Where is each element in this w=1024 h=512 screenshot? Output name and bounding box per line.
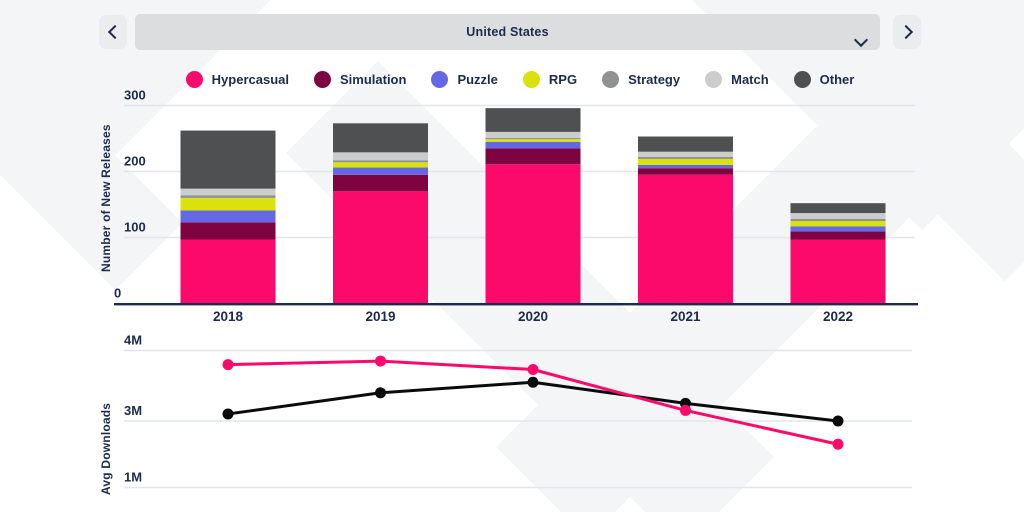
- legend-item-label: Hypercasual: [211, 72, 289, 87]
- bar-2020-puzzle[interactable]: [485, 141, 581, 149]
- legend-item-label: Simulation: [339, 72, 407, 87]
- bar-2021-hypercasual[interactable]: [638, 174, 733, 304]
- legend-item-label: Strategy: [628, 72, 681, 87]
- data-point-hypercasual[interactable]: [222, 359, 234, 371]
- chevron-down-icon: [853, 32, 869, 50]
- chart-legend: Hypercasual Simulation Puzzle RPG Strategy Ma…: [120, 71, 920, 88]
- bar-2020-other[interactable]: [485, 108, 581, 132]
- x-axis-line: [114, 303, 918, 306]
- bar-2021-simulation[interactable]: [638, 168, 733, 175]
- data-point[interactable]: [375, 387, 386, 399]
- legend-item-other[interactable]: Other: [793, 71, 855, 88]
- bar-2019-strategy[interactable]: [333, 160, 428, 163]
- bar-2020-strategy[interactable]: [485, 137, 581, 140]
- bar-2018-simulation[interactable]: [180, 222, 276, 240]
- data-point-hypercasual[interactable]: [832, 438, 844, 450]
- x-tick-label: 2021: [670, 309, 701, 324]
- region-dropdown-value: United States: [466, 25, 549, 39]
- bar-2020-rpg[interactable]: [485, 139, 581, 142]
- bar-2019-match[interactable]: [333, 152, 428, 161]
- bar-2020-match[interactable]: [485, 131, 581, 138]
- legend-color-dot: [431, 71, 449, 88]
- bar-2022-puzzle[interactable]: [790, 226, 886, 232]
- releases-y-axis-label: Number of New Releases: [99, 124, 113, 272]
- line-series: [227, 380, 839, 423]
- bar-2021-strategy[interactable]: [638, 156, 733, 159]
- bar-2021-other[interactable]: [638, 136, 733, 152]
- releases-y-tick-label: 300: [124, 88, 146, 103]
- bar-2020-simulation[interactable]: [485, 148, 581, 165]
- bar-2021-match[interactable]: [638, 151, 733, 157]
- data-point-hypercasual[interactable]: [375, 355, 386, 367]
- legend-item-strategy[interactable]: Strategy: [602, 71, 680, 88]
- bar-2018-strategy[interactable]: [180, 195, 276, 198]
- x-tick-label: 2018: [213, 309, 244, 324]
- bar-2018-rpg[interactable]: [180, 197, 276, 211]
- data-point-hypercasual[interactable]: [680, 404, 691, 416]
- downloads-y-axis-label: Avg Downloads: [99, 402, 113, 496]
- bar-2020-hypercasual[interactable]: [485, 164, 581, 304]
- legend-color-dot: [313, 71, 331, 88]
- legend-item-label: Match: [731, 72, 769, 87]
- chevron-left-icon: [107, 24, 122, 40]
- data-point-hypercasual[interactable]: [527, 364, 539, 376]
- legend-item-label: Puzzle: [457, 72, 498, 87]
- x-tick-label: 2020: [518, 309, 548, 324]
- downloads-y-tick-label: 4M: [124, 333, 142, 348]
- legend-color-dot: [793, 71, 811, 88]
- legend-item-rpg[interactable]: RPG: [522, 71, 578, 88]
- releases-y-tick-label: 200: [124, 154, 146, 169]
- chevron-right-icon: [898, 24, 913, 40]
- releases-y-tick-label: 100: [124, 220, 146, 235]
- bar-2019-simulation[interactable]: [333, 174, 428, 192]
- bar-2022-simulation[interactable]: [790, 231, 886, 240]
- next-region-button[interactable]: [893, 15, 921, 49]
- data-point[interactable]: [832, 415, 844, 427]
- x-tick-label: 2019: [365, 309, 395, 324]
- legend-color-dot: [522, 71, 540, 88]
- data-point[interactable]: [527, 376, 539, 388]
- data-point[interactable]: [222, 408, 234, 420]
- bar-2019-hypercasual[interactable]: [333, 191, 428, 304]
- bar-2018-hypercasual[interactable]: [180, 239, 276, 304]
- legend-color-dot: [705, 71, 723, 88]
- bar-2019-puzzle[interactable]: [333, 167, 428, 175]
- bar-2018-match[interactable]: [180, 188, 276, 196]
- bar-2021-rpg[interactable]: [638, 158, 733, 165]
- bar-2019-rpg[interactable]: [333, 162, 428, 168]
- downloads-y-tick-label: 3M: [124, 403, 142, 418]
- bar-2022-match[interactable]: [790, 213, 886, 220]
- bar-2018-other[interactable]: [180, 130, 276, 189]
- legend-item-puzzle[interactable]: Puzzle: [431, 71, 498, 88]
- legend-item-hypercasual[interactable]: Hypercasual: [185, 71, 289, 88]
- region-dropdown[interactable]: United States: [135, 14, 880, 50]
- bar-2022-hypercasual[interactable]: [790, 239, 886, 304]
- legend-item-label: RPG: [548, 72, 578, 87]
- bar-2018-puzzle[interactable]: [180, 210, 276, 223]
- legend-item-simulation[interactable]: Simulation: [313, 71, 407, 88]
- bar-2022-strategy[interactable]: [790, 219, 886, 221]
- bar-2019-other[interactable]: [333, 123, 428, 153]
- bar-2021-puzzle[interactable]: [638, 164, 733, 169]
- downloads-y-tick-label: 1M: [124, 470, 142, 485]
- bar-2022-other[interactable]: [790, 203, 886, 214]
- legend-item-match[interactable]: Match: [705, 71, 769, 88]
- legend-color-dot: [185, 71, 203, 88]
- bar-2022-rpg[interactable]: [790, 221, 886, 227]
- legend-item-label: Other: [819, 72, 855, 87]
- prev-region-button[interactable]: [99, 15, 127, 49]
- x-tick-label: 2022: [823, 309, 853, 324]
- legend-color-dot: [602, 71, 620, 88]
- releases-y-tick-label: 0: [114, 286, 121, 301]
